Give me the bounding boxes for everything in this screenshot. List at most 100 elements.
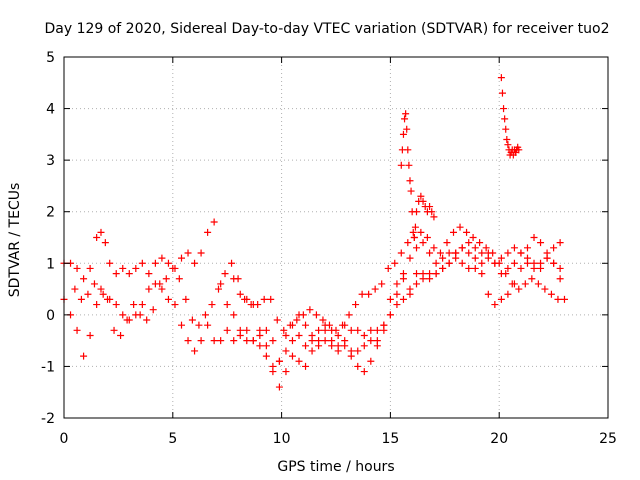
- data-point: [249, 301, 257, 309]
- data-point: [432, 270, 440, 278]
- data-point: [358, 290, 366, 298]
- ticks-layer: 0 5 10 15 20 25 -2 -1 0 1 2 3 4 5: [41, 50, 617, 447]
- data-point: [230, 311, 238, 319]
- data-point: [554, 295, 562, 303]
- data-point: [306, 306, 314, 314]
- data-point: [178, 254, 186, 262]
- data-point: [491, 301, 499, 309]
- data-point: [428, 208, 436, 216]
- data-point: [80, 352, 88, 360]
- data-point: [386, 311, 394, 319]
- data-point: [406, 177, 414, 185]
- series-track-d: [230, 239, 564, 391]
- data-point: [204, 228, 212, 236]
- data-point: [156, 280, 164, 288]
- data-point: [541, 285, 549, 293]
- y-tick-label: 5: [46, 50, 55, 66]
- data-point: [497, 74, 505, 82]
- data-point: [515, 146, 523, 154]
- data-point: [99, 290, 107, 298]
- data-point: [328, 337, 336, 345]
- data-point: [510, 244, 518, 252]
- data-point: [391, 259, 399, 267]
- data-point: [426, 270, 434, 278]
- data-point: [504, 249, 512, 257]
- data-point: [302, 342, 310, 350]
- data-point: [478, 249, 486, 257]
- data-point: [478, 259, 486, 267]
- data-point: [262, 352, 270, 360]
- data-point: [410, 234, 418, 241]
- data-point: [249, 337, 257, 345]
- data-point: [149, 306, 157, 314]
- data-point: [295, 331, 303, 339]
- data-point: [80, 275, 88, 283]
- y-tick-label: 4: [46, 102, 55, 118]
- data-point: [164, 259, 172, 267]
- data-point: [397, 161, 405, 169]
- data-point: [175, 275, 183, 283]
- plot-frame: [63, 56, 609, 419]
- data-point: [367, 357, 375, 365]
- data-point: [299, 311, 307, 319]
- data-point: [380, 326, 388, 334]
- y-axis-label: SDTVAR / TECUs: [7, 183, 23, 298]
- data-point: [426, 203, 434, 211]
- data-point: [354, 326, 362, 334]
- data-point: [112, 270, 120, 278]
- data-point: [528, 275, 536, 283]
- data-point: [145, 285, 153, 293]
- data-point: [515, 285, 523, 293]
- data-point: [97, 285, 105, 293]
- data-point: [430, 244, 438, 252]
- data-point: [295, 357, 303, 365]
- data-point: [93, 234, 101, 241]
- series-spike-2: [497, 74, 523, 159]
- data-point: [547, 290, 555, 298]
- data-point: [498, 89, 506, 97]
- data-point: [101, 239, 109, 247]
- data-point: [417, 192, 425, 200]
- data-point: [556, 239, 564, 247]
- data-point: [104, 295, 112, 303]
- data-point: [419, 197, 427, 205]
- data-point: [347, 326, 355, 334]
- data-point: [497, 295, 505, 303]
- data-point: [119, 264, 127, 272]
- data-point: [315, 337, 323, 345]
- data-point: [288, 337, 296, 345]
- data-point: [484, 254, 492, 262]
- data-point: [452, 249, 460, 257]
- data-point: [132, 264, 140, 272]
- data-point: [321, 326, 329, 334]
- data-point: [393, 301, 401, 309]
- data-point: [352, 301, 360, 309]
- data-point: [269, 362, 277, 370]
- data-point: [471, 264, 479, 272]
- data-point: [282, 331, 290, 339]
- series-spike-1: [397, 110, 438, 241]
- data-point: [504, 141, 512, 149]
- data-point: [143, 316, 151, 324]
- y-tick-label: 1: [46, 256, 55, 272]
- data-point: [178, 321, 186, 329]
- data-point: [221, 270, 229, 278]
- data-point: [138, 301, 146, 309]
- data-point: [117, 331, 125, 339]
- data-point: [407, 187, 415, 195]
- data-point: [280, 326, 288, 334]
- data-point: [302, 321, 310, 329]
- data-point: [550, 244, 558, 252]
- data-point: [308, 331, 316, 339]
- data-point: [456, 223, 464, 231]
- data-point: [426, 249, 434, 257]
- data-point: [523, 244, 531, 252]
- data-point: [275, 383, 283, 391]
- data-point: [195, 321, 203, 329]
- data-point: [191, 259, 199, 267]
- data-point: [341, 337, 349, 345]
- points-layer: [60, 74, 568, 391]
- data-point: [484, 290, 492, 298]
- data-point: [401, 115, 409, 123]
